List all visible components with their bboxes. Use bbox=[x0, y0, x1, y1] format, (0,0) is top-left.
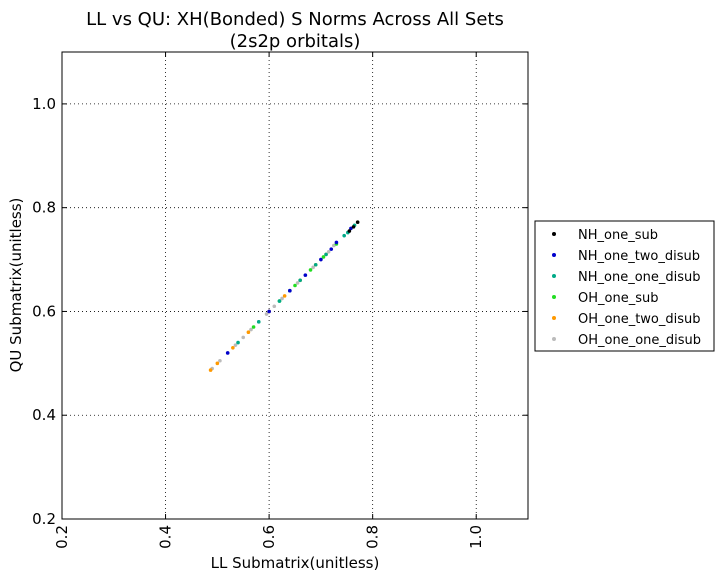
data-points bbox=[208, 220, 360, 372]
legend-label: OH_one_two_disub bbox=[578, 312, 701, 327]
data-point-oh-one-one-disub bbox=[233, 343, 238, 347]
legend-marker bbox=[552, 253, 556, 257]
data-point-nh-one-one-disub bbox=[324, 252, 328, 257]
data-point-oh-one-one-disub bbox=[218, 358, 222, 363]
legend-label: NH_one_one_disub bbox=[578, 270, 701, 285]
y-tick-label: 0.6 bbox=[32, 302, 56, 320]
data-point-oh-one-two-disub bbox=[246, 330, 251, 335]
axis-ticks bbox=[61, 52, 528, 520]
data-point-nh-one-one-disub bbox=[277, 299, 282, 303]
data-point-nh-one-two-disub bbox=[267, 309, 271, 314]
data-point-nh-one-one-disub bbox=[256, 320, 261, 324]
legend-entries: NH_one_sub NH_one_two_disub NH_one_one_dis… bbox=[552, 228, 701, 348]
data-point-oh-one-two-disub bbox=[282, 294, 287, 298]
legend-marker bbox=[552, 295, 556, 299]
plot-area-frame bbox=[61, 51, 529, 520]
x-tick-label: 0.6 bbox=[260, 525, 278, 549]
data-point-oh-one-one-disub bbox=[249, 327, 253, 332]
x-tick-label: 0.8 bbox=[364, 525, 382, 549]
data-point-oh-one-one-disub bbox=[311, 265, 315, 270]
chart-title: LL vs QU: XH(Bonded) S Norms Across All … bbox=[86, 9, 504, 30]
data-point-nh-one-two-disub bbox=[329, 247, 334, 251]
data-point-nh-one-one-disub bbox=[313, 262, 318, 267]
data-point-nh-one-sub bbox=[355, 220, 360, 224]
data-point-oh-one-sub bbox=[321, 255, 326, 259]
data-point-nh-one-two-disub bbox=[334, 240, 339, 245]
legend-marker bbox=[552, 337, 556, 341]
data-point-nh-one-one-disub bbox=[236, 340, 240, 345]
chart-subtitle: (2s2p orbitals) bbox=[230, 31, 361, 52]
legend-marker bbox=[552, 232, 556, 236]
data-point-oh-one-two-disub bbox=[208, 368, 213, 372]
legend-marker bbox=[552, 274, 556, 278]
data-point-oh-one-one-disub bbox=[241, 335, 246, 340]
data-point-oh-one-one-disub bbox=[264, 312, 269, 316]
data-point-oh-one-two-disub bbox=[231, 345, 235, 350]
data-point-nh-one-two-disub bbox=[349, 226, 353, 231]
data-point-nh-one-two-disub bbox=[303, 273, 308, 277]
data-point-oh-one-one-disub bbox=[295, 281, 300, 285]
y-tick-label: 0.2 bbox=[32, 510, 56, 528]
data-point-oh-one-sub bbox=[293, 283, 297, 288]
data-point-oh-one-one-disub bbox=[280, 296, 284, 301]
data-point-oh-one-sub bbox=[308, 268, 313, 272]
data-point-nh-one-sub bbox=[351, 225, 356, 229]
data-point-oh-one-one-disub bbox=[272, 304, 277, 309]
y-tick-label: 1.0 bbox=[32, 95, 56, 113]
y-axis-label: QU Submatrix(unitless) bbox=[7, 198, 25, 373]
data-point-oh-one-one-disub bbox=[332, 243, 336, 248]
legend-label: OH_one_sub bbox=[578, 291, 658, 306]
x-tick-label: 0.2 bbox=[53, 525, 71, 549]
y-tick-label: 0.4 bbox=[32, 406, 56, 424]
x-tick-label: 1.0 bbox=[467, 525, 485, 549]
data-point-nh-one-two-disub bbox=[319, 257, 323, 262]
legend-marker bbox=[552, 316, 556, 320]
y-tick-label: 0.8 bbox=[32, 199, 56, 217]
x-tick-label: 0.4 bbox=[157, 525, 175, 549]
data-point-nh-one-two-disub bbox=[225, 351, 230, 355]
data-point-nh-one-two-disub bbox=[288, 288, 292, 293]
legend: NH_one_sub NH_one_two_disub NH_one_one_dis… bbox=[534, 220, 715, 352]
data-point-nh-one-sub bbox=[347, 229, 352, 233]
data-point-oh-one-one-disub bbox=[326, 249, 331, 254]
legend-label: NH_one_two_disub bbox=[578, 249, 700, 264]
legend-box bbox=[534, 220, 715, 352]
tick-labels: 0.2 0.4 0.6 0.8 1.0 0.2 0.4 0.6 0.8 1.0 bbox=[32, 95, 485, 549]
data-point-oh-one-sub bbox=[251, 325, 256, 329]
legend-label: NH_one_sub bbox=[578, 228, 658, 243]
data-point-oh-one-two-disub bbox=[215, 361, 220, 366]
grid-lines bbox=[62, 52, 528, 519]
data-point-nh-one-one-disub bbox=[298, 278, 302, 283]
legend-label: OH_one_one_disub bbox=[578, 333, 701, 348]
x-axis-label: LL Submatrix(unitless) bbox=[211, 554, 380, 572]
data-point-nh-one-one-disub bbox=[342, 233, 346, 238]
